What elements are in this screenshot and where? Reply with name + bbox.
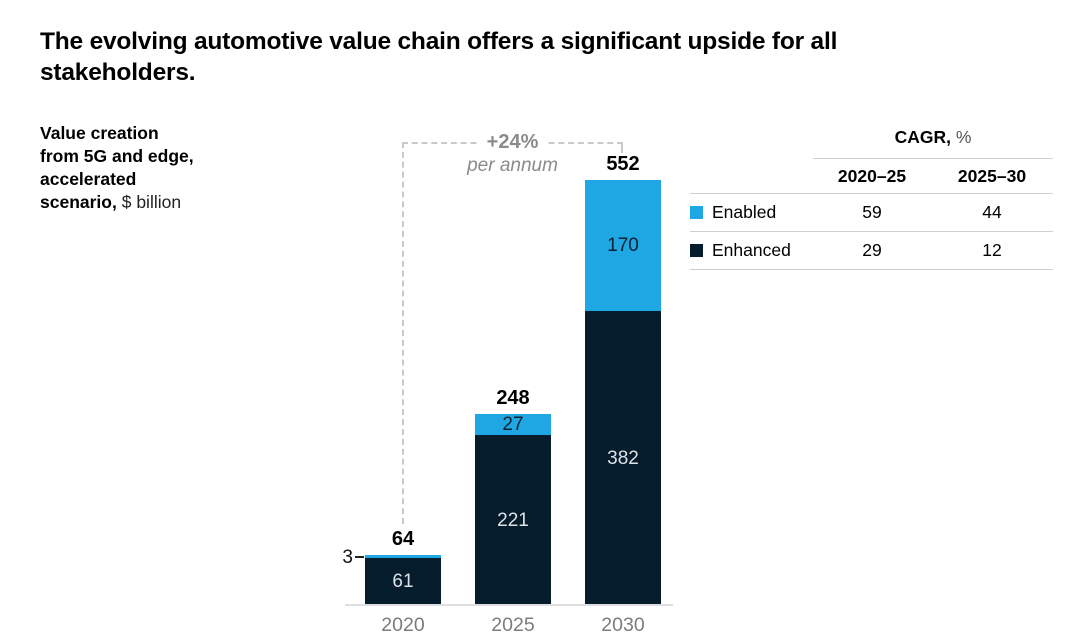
growth-bracket-right-line [621, 142, 623, 153]
cagr-value-enabled-2020-25: 59 [862, 202, 882, 222]
bar-segment-enhanced-2025: 221 [475, 435, 551, 605]
cagr-value-enhanced-2020-25: 29 [862, 240, 882, 260]
growth-rate-label: +24% [477, 131, 548, 154]
bar-segment-enabled-2020 [365, 555, 441, 558]
cagr-column-headers: 2020–25 2025–30 [690, 159, 1053, 194]
growth-unit-label: per annum [467, 155, 558, 176]
cagr-title-bold: CAGR, [894, 127, 951, 147]
page-title: The evolving automotive value chain offe… [40, 28, 838, 86]
cagr-value-enhanced-2025-30: 12 [982, 240, 1002, 260]
chart-value-label-bold: Value creation from 5G and edge, acceler… [40, 123, 194, 212]
cagr-row-enabled: Enabled 59 44 [690, 194, 1053, 232]
chart-value-label-unit: $ billion [121, 192, 182, 212]
bar-segment-enabled-label-2020: 3 [342, 546, 353, 568]
legend-label-enabled: Enabled [712, 202, 777, 222]
cagr-table-title: CAGR, % [813, 127, 1053, 159]
cagr-table-header: CAGR, % [690, 127, 1053, 159]
bar-segment-enhanced-2030: 382 [585, 311, 661, 605]
bar-segment-enhanced-2020: 61 [365, 558, 441, 605]
chart-value-label: Value creation from 5G and edge, acceler… [40, 122, 200, 214]
growth-bracket-left-line [402, 142, 404, 524]
enhanced-swatch-icon [690, 244, 703, 257]
x-axis-label-2025: 2025 [491, 614, 535, 636]
legend-label-enhanced: Enhanced [712, 240, 791, 260]
cagr-table: CAGR, % 2020–25 2025–30 Enabled 59 44 En… [690, 127, 1053, 270]
bar-total-label-2020: 64 [391, 528, 415, 550]
bar-total-label-2025: 248 [496, 387, 530, 409]
cagr-value-enabled-2025-30: 44 [982, 202, 1002, 222]
cagr-title-unit: % [955, 127, 972, 147]
bar-segment-enabled-2030: 170 [585, 180, 661, 311]
leader-line-2020 [355, 555, 364, 558]
cagr-column-2025-30: 2025–30 [957, 166, 1027, 186]
x-axis-label-2030: 2030 [601, 614, 645, 636]
growth-annotation: +24% per annum [402, 131, 623, 177]
cagr-row-enhanced: Enhanced 29 12 [690, 232, 1053, 270]
enabled-swatch-icon [690, 206, 703, 219]
x-axis-line [345, 604, 673, 606]
legend-item-enabled: Enabled [690, 202, 813, 223]
bar-segment-enabled-2025: 27 [475, 414, 551, 435]
legend-item-enhanced: Enhanced [690, 240, 813, 261]
bar-total-label-2030: 552 [606, 153, 640, 175]
cagr-column-2020-25: 2020–25 [837, 166, 907, 186]
x-axis-label-2020: 2020 [381, 614, 425, 636]
